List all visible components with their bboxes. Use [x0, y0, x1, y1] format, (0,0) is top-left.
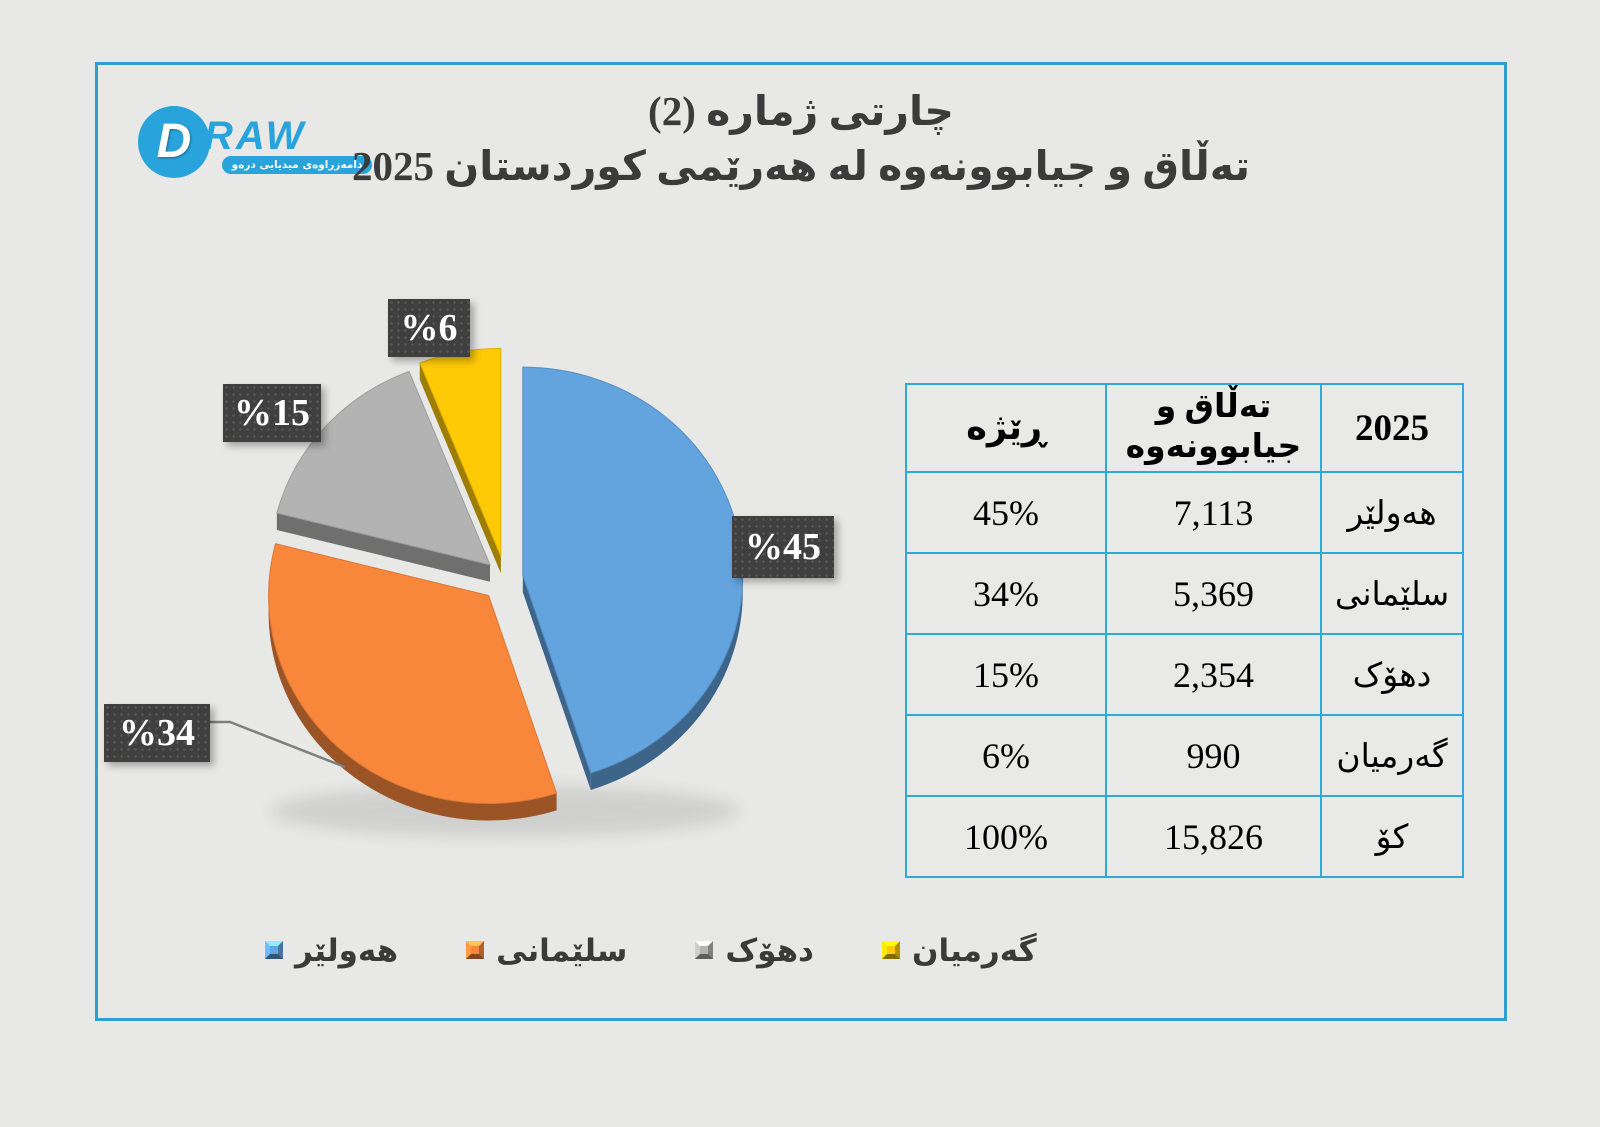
- table-row-duhok: دهۆک 2,354 15%: [905, 633, 1464, 716]
- legend-marker-blue-icon: [265, 941, 283, 959]
- legend-label-duhok: دهۆک: [725, 932, 814, 968]
- cell-rate-hewler: 45%: [905, 471, 1107, 554]
- cell-count-germian: 990: [1105, 714, 1322, 797]
- cell-count-silemani: 5,369: [1105, 552, 1322, 635]
- draw-media-logo: D RAW دامەزراوەی میدیایی درەو: [136, 102, 386, 194]
- legend-item-germian: گەرمیان: [881, 932, 1037, 968]
- pie-label-hewler-45: %45: [732, 516, 834, 578]
- table-row-total: کۆ 15,826 100%: [905, 795, 1464, 878]
- cell-rate-germian: 6%: [905, 714, 1107, 797]
- chart-title-line-2: تەڵاق و جیابوونەوە لە هەرێمی کوردستان 20…: [351, 143, 1251, 189]
- pie-label-germian-6: %6: [388, 299, 470, 357]
- legend-marker-yellow-icon: [881, 941, 900, 959]
- table-header-year: 2025: [1320, 383, 1464, 473]
- legend-item-duhok: دهۆک: [695, 935, 814, 966]
- table-row-germian: گەرمیان 990 6%: [905, 714, 1464, 797]
- cell-count-duhok: 2,354: [1105, 633, 1322, 716]
- divorce-data-table: 2025 تەڵاق و جیابوونەوە ڕێژە هەولێر 7,11…: [905, 383, 1464, 878]
- pie-legend: هەولێر سلێمانی دهۆک گەرمیان: [265, 922, 1037, 978]
- cell-region-germian: گەرمیان: [1320, 714, 1464, 797]
- legend-item-hewler: هەولێر: [265, 935, 398, 966]
- table-row-silemani: سلێمانی 5,369 34%: [905, 552, 1464, 635]
- chart-title: چارتی ژمارە (2) تەڵاق و جیابوونەوە لە هە…: [95, 84, 1507, 194]
- percent-34-leader-line: [210, 720, 346, 769]
- logo-tagline-banner: دامەزراوەی میدیایی درەو: [222, 156, 372, 174]
- chart-title-line-1: چارتی ژمارە (2): [648, 88, 954, 134]
- legend-label-hewler: هەولێر: [295, 932, 399, 968]
- pie-chart: [268, 347, 744, 837]
- cell-rate-silemani: 34%: [905, 552, 1107, 635]
- table-row-hewler: هەولێر 7,113 45%: [905, 471, 1464, 554]
- cell-region-total: کۆ: [1320, 795, 1464, 878]
- pie-label-silemani-34: %34: [104, 704, 210, 762]
- legend-label-silemani: سلێمانی: [496, 932, 628, 968]
- pie-label-duhok-15: %15: [223, 384, 321, 442]
- cell-count-hewler: 7,113: [1105, 471, 1322, 554]
- legend-marker-orange-icon: [466, 941, 485, 959]
- table-header-row: 2025 تەڵاق و جیابوونەوە ڕێژە: [905, 383, 1464, 473]
- cell-region-hewler: هەولێر: [1320, 471, 1464, 554]
- logo-circle-icon: D: [138, 106, 210, 178]
- cell-rate-total: 100%: [905, 795, 1107, 878]
- cell-rate-duhok: 15%: [905, 633, 1107, 716]
- table-header-rate: ڕێژە: [905, 383, 1107, 473]
- legend-label-germian: گەرمیان: [911, 932, 1037, 968]
- logo-brand-text: RAW: [204, 114, 307, 158]
- chart-frame-border: [95, 62, 1507, 1021]
- table-header-count: تەڵاق و جیابوونەوە: [1105, 383, 1322, 473]
- cell-region-silemani: سلێمانی: [1320, 552, 1464, 635]
- logo-letter-d: D: [156, 115, 192, 168]
- legend-marker-gray-icon: [695, 941, 714, 959]
- cell-count-total: 15,826: [1105, 795, 1322, 878]
- legend-item-silemani: سلێمانی: [466, 935, 627, 966]
- cell-region-duhok: دهۆک: [1320, 633, 1464, 716]
